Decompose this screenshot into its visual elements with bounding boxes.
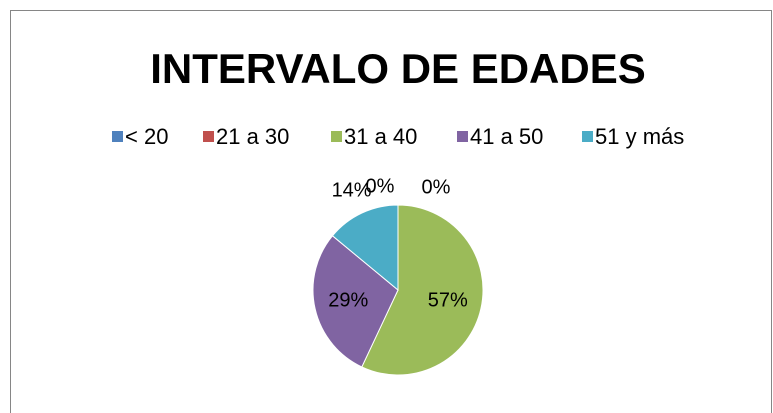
pie-slice [331,204,399,292]
chart-title: INTERVALO DE EDADES [150,45,646,92]
data-label: 29% [328,289,368,311]
legend-label: 31 a 40 [344,124,417,149]
data-label: 0% [422,176,451,198]
legend-label: 51 y más [595,124,684,149]
legend-swatch [331,131,342,142]
legend-label: 21 a 30 [216,124,289,149]
pie-slice [361,204,484,376]
data-label: 57% [428,289,468,311]
data-label: 14% [332,180,372,202]
pie-slice [312,235,399,368]
legend-swatch [582,131,593,142]
legend-label: 41 a 50 [470,124,543,149]
data-label: 0% [366,175,395,197]
legend-swatch [203,131,214,142]
legend-swatch [112,131,123,142]
legend-label: < 20 [125,124,168,149]
legend-swatch [457,131,468,142]
